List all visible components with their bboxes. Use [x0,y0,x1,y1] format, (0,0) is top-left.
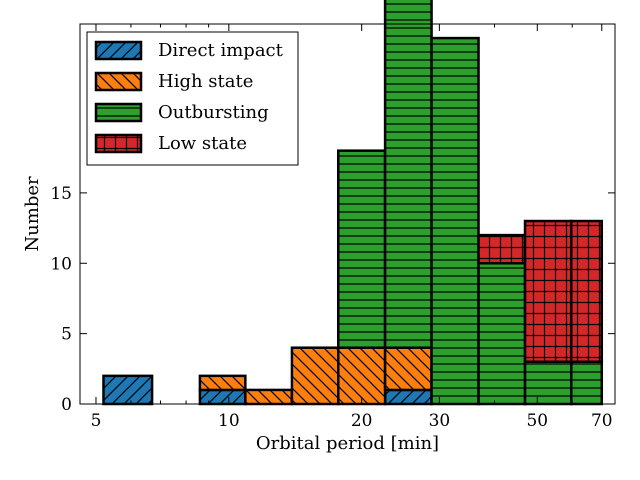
legend-label: Direct impact [158,40,284,61]
legend-swatch [94,133,143,154]
bar-direct-impact-0 [102,374,154,406]
bar-high-state-5 [337,346,387,406]
x-tick-label: 5 [91,411,102,431]
x-tick-label: 50 [526,411,548,431]
legend: Direct impact High state Outbursting Low st… [86,31,299,166]
legend-swatch [94,71,143,92]
y-tick-label: 10 [50,254,72,274]
bar-high-state-6 [383,346,433,392]
bar-direct-impact-6 [383,388,433,406]
y-tick-label: 5 [61,325,72,345]
plot-frame [79,23,616,405]
legend-item-outbursting: Outbursting [94,102,269,123]
x-tick-label: 70 [591,411,613,431]
bar-outbursting-6 [383,0,433,349]
legend-item-low-state: Low state [94,133,247,154]
bar-low-state-8 [477,233,527,265]
bar-outbursting-8 [477,262,527,406]
x-tick-label: 30 [429,411,451,431]
bar-outbursting-7 [430,36,480,406]
y-tick-label: 0 [61,395,72,415]
legend-item-high-state: High state [94,71,253,92]
bar-direct-impact-2 [198,388,247,406]
legend-label: Outbursting [158,102,269,123]
legend-swatch [94,102,143,123]
bar-low-state-9 [523,219,573,364]
legend-label: Low state [158,133,247,154]
legend-swatch [94,40,143,61]
bar-outbursting-9 [523,360,573,406]
bar-outbursting-5 [337,149,387,349]
bars-group [102,0,604,406]
bar-outbursting-10 [570,360,604,406]
bar-high-state-3 [244,388,294,406]
x-axis-label: Orbital period [min] [256,433,439,454]
bar-high-state-4 [290,346,340,406]
x-tick-label: 20 [351,411,373,431]
legend-item-direct-impact: Direct impact [94,40,284,61]
bar-low-state-10 [570,219,604,364]
y-tick-label: 15 [50,184,72,204]
y-axis-label: Number [22,176,43,252]
x-tick-label: 10 [218,411,240,431]
bar-high-state-2 [198,374,247,392]
legend-label: High state [158,71,253,92]
